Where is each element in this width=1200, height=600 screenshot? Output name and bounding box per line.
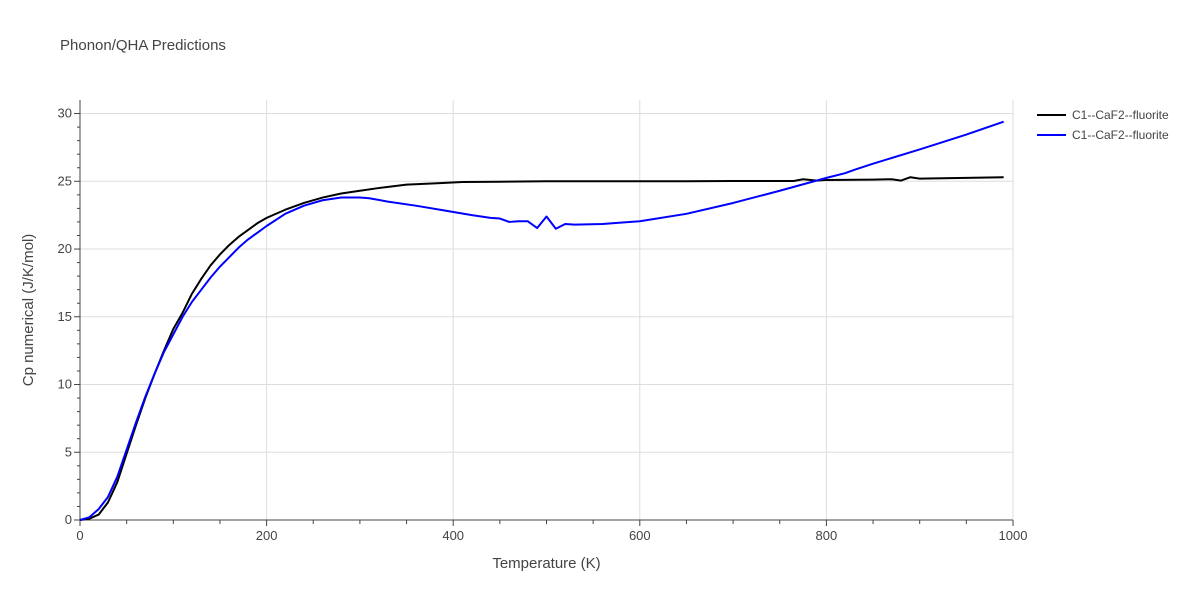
legend-label-0[interactable]: C1--CaF2--fluorite xyxy=(1072,108,1169,122)
x-tick-label: 1000 xyxy=(999,528,1028,543)
y-axis-title: Cp numerical (J/K/mol) xyxy=(20,234,37,387)
y-tick-label: 25 xyxy=(58,173,72,188)
x-tick-label: 0 xyxy=(76,528,83,543)
axes-layer: 0 200 400 600 800 1000 0 5 10 15 20 25 30 xyxy=(58,100,1028,543)
series-line-1[interactable] xyxy=(79,120,1004,521)
y-tick-label: 20 xyxy=(58,241,72,256)
y-tick-label: 10 xyxy=(58,377,72,392)
grid-layer xyxy=(80,100,1014,520)
y-tick-label: 15 xyxy=(58,309,72,324)
y-tick-label: 0 xyxy=(65,512,72,527)
x-tick-label: 600 xyxy=(629,528,651,543)
x-axis-title: Temperature (K) xyxy=(492,555,600,572)
x-tick-label: 800 xyxy=(816,528,838,543)
legend-label-1[interactable]: C1--CaF2--fluorite xyxy=(1072,128,1169,142)
x-tick-label: 400 xyxy=(442,528,464,543)
series-layer xyxy=(79,120,1004,521)
y-tick-label: 5 xyxy=(65,444,72,459)
series-line-0[interactable] xyxy=(79,176,1004,521)
y-tick-label: 30 xyxy=(58,106,72,121)
x-tick-label: 200 xyxy=(256,528,278,543)
legend[interactable]: C1--CaF2--fluorite C1--CaF2--fluorite xyxy=(1037,108,1169,142)
chart-title: Phonon/QHA Predictions xyxy=(60,37,226,54)
